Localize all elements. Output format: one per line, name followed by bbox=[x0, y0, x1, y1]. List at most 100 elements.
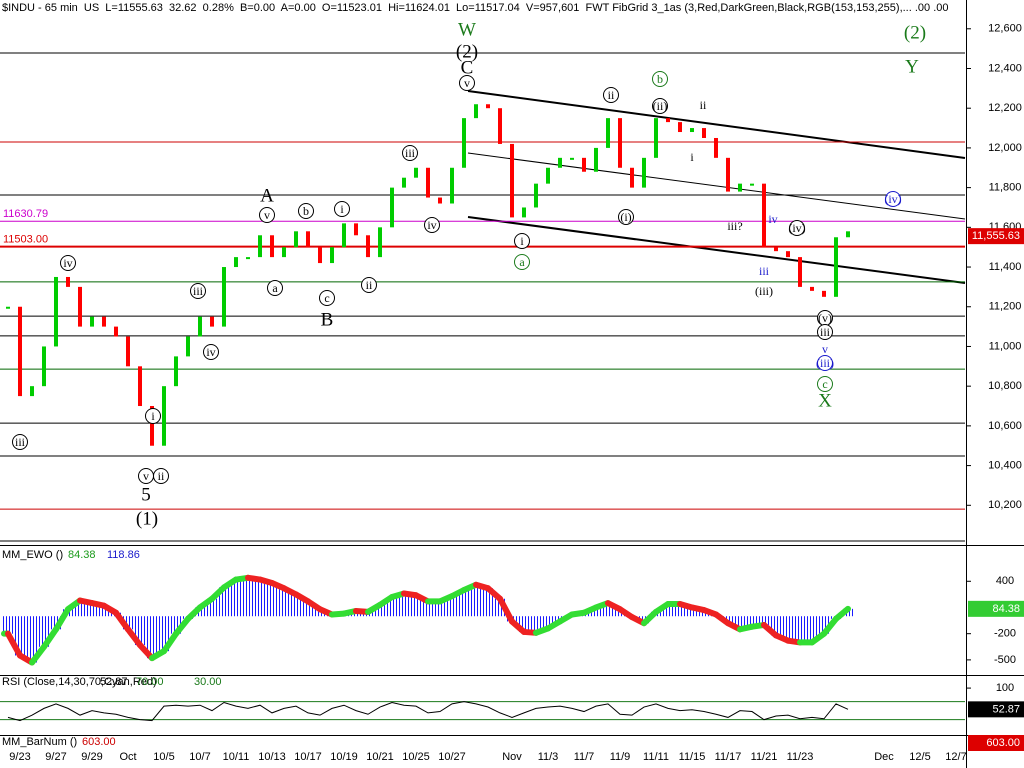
price-bar bbox=[54, 276, 58, 347]
price-bar bbox=[450, 167, 454, 204]
price-bar bbox=[222, 267, 226, 327]
annotation-circle bbox=[361, 277, 377, 293]
price-bar bbox=[150, 406, 154, 446]
price-bar bbox=[30, 386, 34, 397]
x-tick-label: 9/29 bbox=[81, 751, 102, 763]
ewo-bar bbox=[266, 583, 278, 617]
ewo-bar bbox=[482, 588, 494, 617]
wave-label: i bbox=[520, 234, 524, 248]
x-tick-label: 11/21 bbox=[751, 751, 778, 763]
y-tick-label: 10,600 bbox=[988, 420, 1022, 432]
ewo-bar bbox=[782, 616, 794, 641]
last-price-box bbox=[968, 228, 1024, 245]
price-bar bbox=[354, 223, 358, 236]
rsi-level-label: 70.00 bbox=[136, 676, 164, 688]
ewo-bar bbox=[470, 584, 482, 617]
price-bar bbox=[210, 316, 214, 327]
wave-label: a bbox=[519, 255, 525, 269]
x-tick-label: 11/3 bbox=[538, 751, 559, 763]
wave-label: i bbox=[340, 202, 344, 216]
x-tick-label: Oct bbox=[119, 751, 136, 763]
rsi-last-box bbox=[968, 701, 1024, 718]
wave-label: Y bbox=[905, 56, 919, 77]
annotation-circle bbox=[259, 207, 275, 223]
price-bar bbox=[102, 316, 106, 327]
ewo-bar bbox=[398, 593, 410, 617]
x-tick-label: 11/7 bbox=[574, 751, 595, 763]
annotation-circle bbox=[885, 191, 901, 207]
wave-label: (ii) bbox=[653, 99, 668, 113]
x-tick-label: 11/9 bbox=[610, 751, 631, 763]
price-bar bbox=[246, 257, 250, 260]
y-tick-label: 11,200 bbox=[989, 301, 1022, 313]
price-bar bbox=[306, 231, 310, 248]
wave-label: b bbox=[303, 204, 309, 218]
ewo-dots bbox=[497, 595, 515, 625]
ewo-bar bbox=[410, 595, 422, 617]
ewo-last-box bbox=[968, 600, 1024, 617]
price-bar bbox=[114, 326, 118, 337]
annotation-circle bbox=[459, 75, 475, 91]
y-tick-label: 12,400 bbox=[988, 62, 1022, 74]
y-tick-label: 10,800 bbox=[988, 380, 1022, 392]
ewo-dots bbox=[53, 606, 71, 633]
ewo-bar bbox=[146, 616, 158, 659]
ewo-dots bbox=[161, 630, 179, 655]
wave-label: v bbox=[264, 208, 270, 222]
x-tick-label: 9/27 bbox=[45, 751, 66, 763]
x-tick-label: 10/19 bbox=[330, 751, 358, 763]
price-bar bbox=[714, 137, 718, 158]
price-bar bbox=[750, 183, 754, 186]
ewo-value: 84.38 bbox=[68, 549, 96, 561]
price-bar bbox=[474, 104, 478, 119]
price-bar bbox=[666, 118, 670, 123]
price-bar bbox=[594, 147, 598, 172]
price-bar bbox=[486, 104, 490, 109]
price-bar bbox=[606, 118, 610, 148]
level-label: 11503.00 bbox=[3, 233, 48, 245]
y-tick-label: 10,400 bbox=[988, 459, 1022, 471]
price-bar bbox=[582, 157, 586, 172]
price-bar bbox=[198, 316, 202, 337]
ewo-dots bbox=[821, 615, 839, 637]
price-bar bbox=[558, 157, 562, 168]
wave-label: 5 bbox=[141, 484, 151, 505]
ewo-bar bbox=[422, 601, 434, 617]
wave-label: iii bbox=[193, 284, 204, 298]
barnum-last-box bbox=[968, 735, 1024, 751]
rsi-title: RSI (Close,14,30,70,Cyan,Red) bbox=[2, 676, 157, 688]
wave-label: (iii) bbox=[816, 356, 834, 370]
annotation-circle bbox=[789, 220, 805, 236]
rsi-value: 52.87 bbox=[100, 676, 128, 688]
ewo-dots bbox=[125, 626, 143, 649]
x-tick-label: 10/13 bbox=[258, 751, 286, 763]
x-tick-label: 9/23 bbox=[9, 751, 30, 763]
x-tick-label: 10/27 bbox=[438, 751, 466, 763]
price-bar bbox=[42, 346, 46, 387]
wave-label: B bbox=[321, 309, 334, 330]
price-bar bbox=[510, 143, 514, 218]
price-bar bbox=[282, 247, 286, 258]
price-bar bbox=[342, 223, 346, 248]
ewo-dots bbox=[113, 609, 131, 633]
x-tick-label: 10/5 bbox=[153, 751, 174, 763]
price-bar bbox=[126, 336, 130, 367]
ewo-bar bbox=[590, 607, 602, 617]
ewo-signal: 118.86 bbox=[107, 549, 140, 561]
price-bar bbox=[270, 235, 274, 258]
x-tick-label: 11/11 bbox=[643, 751, 669, 763]
price-bar bbox=[498, 108, 502, 144]
wave-label: c bbox=[822, 377, 827, 391]
price-bar bbox=[798, 257, 802, 287]
price-bar bbox=[234, 257, 238, 268]
price-bar bbox=[726, 157, 730, 192]
wave-label: X bbox=[818, 390, 832, 411]
y-tick-label: -200 bbox=[994, 628, 1016, 640]
x-tick-label: Nov bbox=[502, 751, 522, 763]
ewo-last-text: 84.38 bbox=[992, 603, 1020, 615]
ewo-bar bbox=[758, 616, 770, 625]
price-bar bbox=[702, 128, 706, 138]
price-bar bbox=[426, 167, 430, 198]
